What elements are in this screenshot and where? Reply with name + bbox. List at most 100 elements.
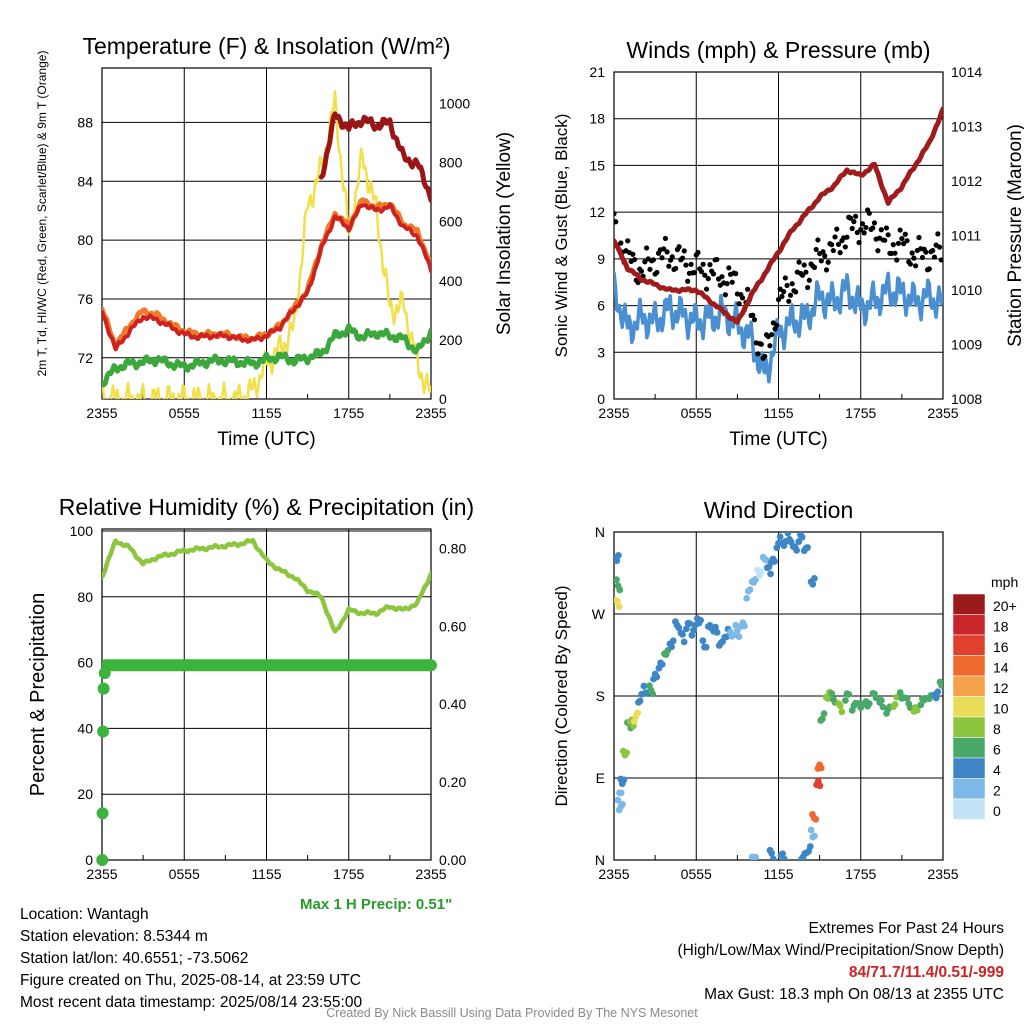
legend-swatch	[952, 593, 986, 615]
gust-point	[902, 231, 908, 237]
y-tick-label: 40	[77, 720, 93, 736]
gust-point	[900, 241, 907, 247]
direction-point	[640, 682, 648, 690]
y-tick-label: 18	[589, 111, 605, 127]
gust-point	[907, 261, 914, 267]
y-right-tick-label: 0.80	[439, 540, 466, 556]
x-tick-label: 1755	[845, 866, 876, 882]
y-tick-label: 76	[77, 291, 93, 307]
y-right-tick-label: 1013	[951, 119, 982, 135]
plot-frame	[613, 531, 944, 861]
gust-point	[643, 245, 650, 251]
gust-point	[823, 267, 830, 273]
legend-swatch	[952, 675, 986, 697]
y-axis-label: 2m T, Td, HI/WC (Red, Green, Scarlet/Blu…	[35, 51, 49, 377]
precip-point	[97, 725, 110, 738]
gust-point	[647, 266, 653, 272]
gust-point	[818, 258, 824, 264]
direction-point	[617, 789, 625, 797]
gust-point	[679, 255, 686, 261]
direction-point	[686, 620, 694, 627]
y-tick-label: 6	[597, 298, 605, 314]
x-tick-label: 2355	[598, 866, 629, 882]
y-right-tick-label: 1010	[951, 282, 982, 298]
gust-point	[729, 279, 735, 285]
plot-area	[102, 89, 431, 399]
direction-point	[938, 681, 943, 689]
chart-panel-3: Relative Humidity (%) & Precipitation (i…	[27, 494, 474, 882]
y-tick-label: 9	[597, 251, 605, 267]
max-gust-text: Max Gust: 18.3 mph On 08/13 at 2355 UTC	[704, 986, 1004, 1003]
y-tick-label: 20	[77, 786, 93, 802]
direction-point	[784, 532, 792, 537]
gust-point	[912, 263, 919, 269]
gust-point	[930, 247, 936, 254]
plot-frame	[101, 528, 432, 861]
y-right-tick-label: 200	[439, 332, 463, 348]
direction-point	[614, 796, 622, 804]
direction-point	[806, 843, 814, 850]
extremes-subtitle: (High/Low/Max Wind/Precipitation/Snow De…	[677, 942, 1005, 959]
x-tick-label: 1755	[333, 405, 364, 421]
series-line	[614, 106, 943, 325]
legend-label: 12	[993, 680, 1009, 696]
direction-point	[614, 557, 621, 565]
direction-point	[702, 643, 710, 651]
y-right-axis-label: Station Pressure (Maroon)	[1005, 124, 1024, 347]
direction-point	[623, 749, 631, 757]
gust-point	[685, 278, 691, 284]
direction-point	[841, 697, 849, 704]
chart-title: Relative Humidity (%) & Precipitation (i…	[59, 494, 474, 520]
gust-point	[904, 238, 910, 244]
direction-point	[838, 708, 846, 716]
y-tick-label: 3	[597, 344, 605, 360]
gust-point	[739, 295, 746, 301]
direction-point	[614, 552, 622, 559]
legend-swatch	[952, 757, 986, 779]
x-tick-label: 1755	[333, 866, 364, 882]
y-tick-label: N	[595, 524, 605, 540]
y-tick-label: 100	[70, 523, 94, 539]
gust-point	[769, 331, 775, 338]
gust-point	[851, 219, 857, 225]
x-tick-label: 1155	[763, 405, 793, 421]
direction-point	[757, 568, 765, 576]
y-tick-label: 0	[597, 391, 605, 407]
series-line	[102, 323, 431, 388]
gust-point	[926, 266, 932, 272]
x-tick-label: 0555	[169, 405, 200, 421]
direction-point	[634, 709, 641, 717]
legend-swatch	[952, 798, 986, 820]
direction-point	[735, 633, 743, 641]
chart-title: Wind Direction	[704, 497, 854, 523]
x-tick-label: 2355	[927, 405, 958, 421]
y-right-tick-label: 0.20	[439, 774, 466, 790]
legend-label: 2	[993, 783, 1001, 799]
gust-point	[806, 277, 812, 283]
x-tick-label: 1155	[251, 405, 281, 421]
direction-point	[699, 637, 707, 645]
gust-point	[789, 281, 795, 287]
x-tick-label: 0555	[681, 405, 712, 421]
direction-point	[679, 630, 686, 638]
gust-point	[664, 249, 670, 255]
x-axis-label: Time (UTC)	[729, 429, 828, 450]
gust-point	[916, 234, 922, 241]
max-precip-label: Max 1 H Precip: 0.51"	[300, 896, 453, 913]
gust-point	[825, 259, 831, 265]
direction-point	[752, 853, 759, 860]
direction-point	[771, 557, 779, 565]
direction-point	[932, 694, 940, 702]
gust-point	[774, 322, 780, 328]
gust-point	[782, 275, 788, 281]
y-right-tick-label: 1011	[951, 228, 981, 244]
gust-point	[813, 246, 819, 253]
precip-point	[425, 659, 437, 672]
gust-point	[767, 343, 773, 349]
series-line	[102, 89, 431, 399]
gust-point	[897, 227, 903, 233]
direction-point	[649, 690, 657, 698]
direction-point	[877, 696, 885, 704]
gust-point	[700, 261, 706, 267]
